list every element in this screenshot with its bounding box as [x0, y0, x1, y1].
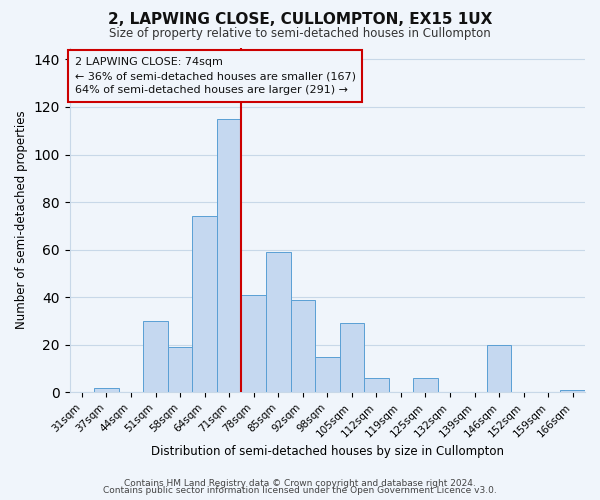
- Bar: [340, 324, 364, 392]
- Bar: [560, 390, 585, 392]
- Bar: [143, 321, 168, 392]
- Text: 2 LAPWING CLOSE: 74sqm
← 36% of semi-detached houses are smaller (167)
64% of se: 2 LAPWING CLOSE: 74sqm ← 36% of semi-det…: [74, 57, 356, 95]
- Bar: [94, 388, 119, 392]
- Text: Contains public sector information licensed under the Open Government Licence v3: Contains public sector information licen…: [103, 486, 497, 495]
- Bar: [193, 216, 217, 392]
- X-axis label: Distribution of semi-detached houses by size in Cullompton: Distribution of semi-detached houses by …: [151, 444, 504, 458]
- Bar: [266, 252, 290, 392]
- Text: Size of property relative to semi-detached houses in Cullompton: Size of property relative to semi-detach…: [109, 28, 491, 40]
- Bar: [241, 295, 266, 392]
- Bar: [413, 378, 438, 392]
- Text: Contains HM Land Registry data © Crown copyright and database right 2024.: Contains HM Land Registry data © Crown c…: [124, 478, 476, 488]
- Bar: [315, 356, 340, 392]
- Bar: [364, 378, 389, 392]
- Bar: [290, 300, 315, 392]
- Text: 2, LAPWING CLOSE, CULLOMPTON, EX15 1UX: 2, LAPWING CLOSE, CULLOMPTON, EX15 1UX: [108, 12, 492, 28]
- Bar: [217, 119, 241, 392]
- Bar: [168, 347, 193, 393]
- Bar: [487, 345, 511, 393]
- Y-axis label: Number of semi-detached properties: Number of semi-detached properties: [15, 110, 28, 329]
